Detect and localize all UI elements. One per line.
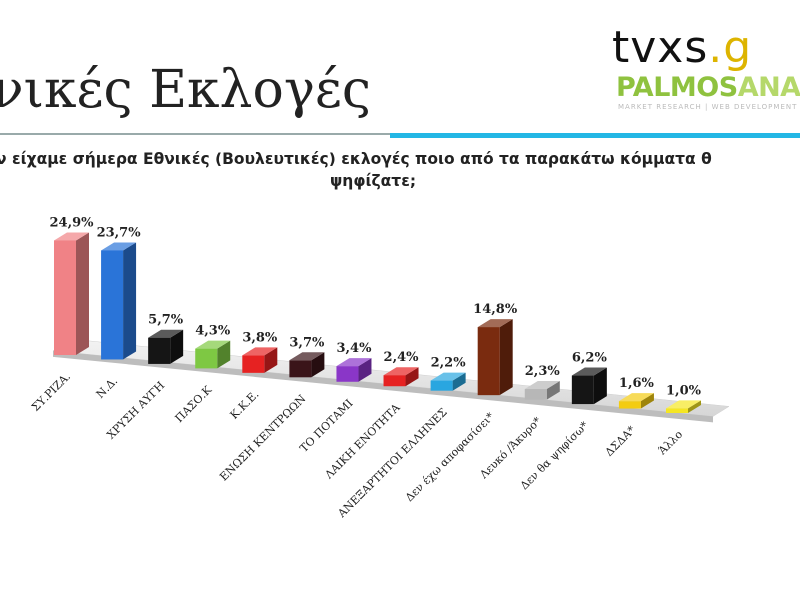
bar-top [666,400,701,409]
tvxs-logo-suffix: .g [708,22,753,73]
data-label: 14,8% [473,302,518,317]
question-line-2: ψηφίζατε; [330,172,417,190]
bar-front [242,355,265,373]
category-label: Κ.Κ.Ε. [228,388,262,422]
category-label: Ν.Δ. [94,374,121,401]
chart-floor-edge [53,350,713,423]
bar-side [452,372,466,391]
bar [336,358,372,382]
data-label: 4,3% [195,324,231,339]
bar-front [289,360,312,378]
bar-top [101,242,137,251]
bar-top [289,352,325,361]
data-label: 1,6% [619,376,655,391]
data-label: 2,3% [525,364,561,379]
bar-front [336,366,359,382]
bar-front [571,375,594,405]
bar-front [666,408,688,413]
category-label: ΔΣΔΑ* [603,423,639,459]
bar [666,400,701,413]
bar-side [593,367,607,405]
category-label: Δεν έχω αποφασίσει* [403,410,497,504]
bar-front [477,327,500,396]
bar [148,329,184,364]
bar-top [618,393,654,402]
chart-bars [54,232,701,413]
bar-side [76,232,89,355]
bar [524,381,560,400]
bar [430,372,466,391]
palmos-logo-suffix: ANAL [737,72,800,103]
bar-top [242,347,278,356]
tvxs-logo-text: tvxs [612,22,709,73]
bar-side [358,358,372,382]
bar [195,340,231,369]
category-label: ΤΟ ΠΟΤΑΜΙ [297,397,355,455]
bar-front [148,337,171,364]
bar-front [54,240,76,355]
data-label: 5,7% [148,313,184,328]
bar [571,367,607,405]
bar-top [571,367,607,376]
data-label: 24,9% [49,215,94,230]
bar-top [336,358,372,367]
bar-side [499,319,513,396]
data-label: 3,4% [336,341,372,356]
bar-side [640,393,654,409]
bar-side [123,242,137,360]
data-label: 23,7% [97,225,142,240]
data-label: 2,4% [384,350,420,365]
bar [101,242,137,360]
category-label: ΠΑΣΟ.Κ [173,383,215,425]
slide-title: νικές Εκλογές [0,60,371,120]
bar [289,352,325,378]
bar-top [54,232,89,241]
category-label: ΣΥ.ΡΙΖΑ. [29,370,73,414]
bar-front [524,389,547,400]
bar-side [405,367,419,387]
bar-side [546,381,560,400]
bar [477,319,513,396]
palmos-logo-subtitle: MARKET RESEARCH | WEB DEVELOPMENT [618,103,798,111]
bar-top [383,367,419,376]
category-label: ΕΝΩΣΗ ΚΕΝΤΡΩΩΝ [217,392,309,484]
data-label: 1,0% [666,383,702,398]
bar-front [195,348,218,369]
palmos-logo: PALMOSANAL [616,72,800,103]
category-label: Άλλο [655,428,685,458]
data-label: 3,8% [242,330,278,345]
bar [54,232,89,355]
bar [618,393,654,409]
data-label: 3,7% [289,335,325,350]
data-label: 2,2% [431,356,467,371]
bar-top [195,340,231,349]
bar-side [311,352,325,378]
bar-front [383,375,406,387]
bar-front [618,401,641,409]
bar-side [264,347,278,373]
bar-top [430,372,466,381]
palmos-logo-text: PALMOS [616,72,738,103]
tvxs-logo: tvxs.g [612,22,752,73]
chart-value-labels: 24,9%23,7% 5,7% 4,3% 3,8% 3,7% 3,4% 2,4% 2,2% 14… [49,215,701,398]
bar-side [217,340,231,369]
question-line-1: ν είχαμε σήμερα Εθνικές (Βουλευτικές) εκ… [0,150,712,168]
bar-top [148,329,184,338]
bar [242,347,278,373]
bar-top [524,381,560,390]
data-label: 6,2% [572,351,608,366]
bar-side [688,400,701,413]
header-accent-rule [390,133,800,138]
category-label: ΑΝΕΞΑΡΤΗΤΟΙ ΕΛΛΗΝΕΣ [335,405,450,520]
bar-top [477,319,513,328]
bar [383,367,419,387]
bar-front [101,250,124,360]
bar-front [430,380,453,391]
bar-side [170,329,184,364]
